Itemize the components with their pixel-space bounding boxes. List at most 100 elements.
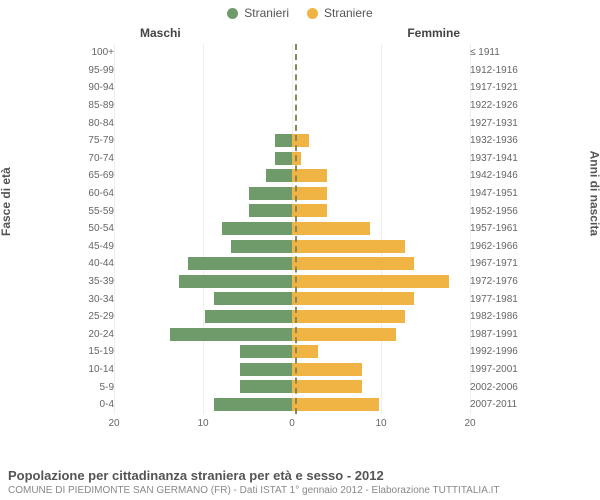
bar-area bbox=[118, 150, 466, 168]
bar-female bbox=[292, 204, 327, 217]
bar-female bbox=[292, 187, 327, 200]
year-label: 1922-1926 bbox=[466, 100, 530, 111]
bar-male bbox=[170, 328, 292, 341]
year-label: 1947-1951 bbox=[466, 188, 530, 199]
age-label: 60-64 bbox=[70, 188, 118, 199]
bar-male bbox=[240, 363, 292, 376]
pyramid-row: 35-39 1972-1976 bbox=[70, 273, 530, 291]
age-label: 90-94 bbox=[70, 82, 118, 93]
bar-area bbox=[118, 308, 466, 326]
bar-area bbox=[118, 326, 466, 344]
pyramid-row: 60-64 1947-1951 bbox=[70, 185, 530, 203]
male-swatch bbox=[227, 8, 238, 19]
x-axis-ticks: 201001020 bbox=[114, 418, 470, 432]
legend: Stranieri Straniere bbox=[0, 0, 600, 20]
pyramid-row: 95-991912-1916 bbox=[70, 62, 530, 80]
age-label: 85-89 bbox=[70, 100, 118, 111]
bar-area bbox=[118, 220, 466, 238]
bar-female bbox=[292, 328, 396, 341]
pyramid-row: 55-591952-1956 bbox=[70, 202, 530, 220]
bar-area bbox=[118, 114, 466, 132]
pyramid-row: 5-9 2002-2006 bbox=[70, 378, 530, 396]
year-label: 1937-1941 bbox=[466, 153, 530, 164]
year-label: 1982-1986 bbox=[466, 311, 530, 322]
bar-female bbox=[292, 222, 370, 235]
bar-female bbox=[292, 169, 327, 182]
bar-male bbox=[214, 398, 292, 411]
chart-footer: Popolazione per cittadinanza straniera p… bbox=[8, 468, 592, 496]
pyramid-row: 15-191992-1996 bbox=[70, 343, 530, 361]
pyramid-row: 45-491962-1966 bbox=[70, 238, 530, 256]
bar-male bbox=[231, 240, 292, 253]
x-tick: 0 bbox=[289, 418, 295, 429]
bar-area bbox=[118, 97, 466, 115]
year-label: 1957-1961 bbox=[466, 223, 530, 234]
year-label: 2002-2006 bbox=[466, 382, 530, 393]
age-label: 35-39 bbox=[70, 276, 118, 287]
bar-area bbox=[118, 238, 466, 256]
bar-female bbox=[292, 310, 405, 323]
bar-area bbox=[118, 361, 466, 379]
year-label: 1962-1966 bbox=[466, 241, 530, 252]
bar-male bbox=[214, 292, 292, 305]
bar-area bbox=[118, 185, 466, 203]
bar-female bbox=[292, 380, 362, 393]
age-label: 40-44 bbox=[70, 258, 118, 269]
bar-female bbox=[292, 398, 379, 411]
center-divider bbox=[295, 44, 297, 414]
bar-area bbox=[118, 44, 466, 62]
pyramid-row: 85-89 1922-1926 bbox=[70, 97, 530, 115]
year-label: ≤ 1911 bbox=[466, 47, 530, 58]
bar-male bbox=[275, 134, 292, 147]
year-label: 1997-2001 bbox=[466, 364, 530, 375]
year-label: 1972-1976 bbox=[466, 276, 530, 287]
pyramid-row: 40-441967-1971 bbox=[70, 255, 530, 273]
bar-area bbox=[118, 273, 466, 291]
year-label: 1932-1936 bbox=[466, 135, 530, 146]
year-label: 1942-1946 bbox=[466, 170, 530, 181]
bar-male bbox=[222, 222, 292, 235]
age-label: 30-34 bbox=[70, 294, 118, 305]
bar-area bbox=[118, 79, 466, 97]
bar-area bbox=[118, 290, 466, 308]
year-label: 1927-1931 bbox=[466, 118, 530, 129]
age-label: 20-24 bbox=[70, 329, 118, 340]
pyramid-row: 20-241987-1991 bbox=[70, 326, 530, 344]
age-label: 5-9 bbox=[70, 382, 118, 393]
bar-male bbox=[205, 310, 292, 323]
bar-male bbox=[249, 204, 293, 217]
bar-area bbox=[118, 343, 466, 361]
bar-area bbox=[118, 167, 466, 185]
column-title-male: Maschi bbox=[140, 26, 181, 40]
bar-male bbox=[249, 187, 293, 200]
bar-male bbox=[240, 345, 292, 358]
rows-container: 100+≤ 191195-991912-191690-941917-192185… bbox=[70, 44, 530, 414]
x-tick: 10 bbox=[375, 418, 386, 429]
legend-item-female: Straniere bbox=[307, 6, 373, 20]
legend-label-female: Straniere bbox=[324, 6, 373, 20]
pyramid-row: 65-69 1942-1946 bbox=[70, 167, 530, 185]
column-title-female: Femmine bbox=[407, 26, 460, 40]
legend-item-male: Stranieri bbox=[227, 6, 289, 20]
pyramid-row: 90-941917-1921 bbox=[70, 79, 530, 97]
bar-area bbox=[118, 202, 466, 220]
pyramid-row: 100+≤ 1911 bbox=[70, 44, 530, 62]
year-label: 2007-2011 bbox=[466, 399, 530, 410]
bar-female bbox=[292, 363, 362, 376]
chart-subtitle: COMUNE DI PIEDIMONTE SAN GERMANO (FR) - … bbox=[8, 485, 592, 496]
female-swatch bbox=[307, 8, 318, 19]
age-label: 25-29 bbox=[70, 311, 118, 322]
age-label: 65-69 bbox=[70, 170, 118, 181]
bar-area bbox=[118, 378, 466, 396]
x-tick: 20 bbox=[108, 418, 119, 429]
age-label: 10-14 bbox=[70, 364, 118, 375]
bar-female bbox=[292, 275, 449, 288]
bar-female bbox=[292, 257, 414, 270]
x-tick: 20 bbox=[464, 418, 475, 429]
age-label: 55-59 bbox=[70, 206, 118, 217]
x-tick: 10 bbox=[197, 418, 208, 429]
bar-area bbox=[118, 62, 466, 80]
age-label: 95-99 bbox=[70, 65, 118, 76]
pyramid-row: 10-14 1997-2001 bbox=[70, 361, 530, 379]
pyramid-row: 25-29 1982-1986 bbox=[70, 308, 530, 326]
